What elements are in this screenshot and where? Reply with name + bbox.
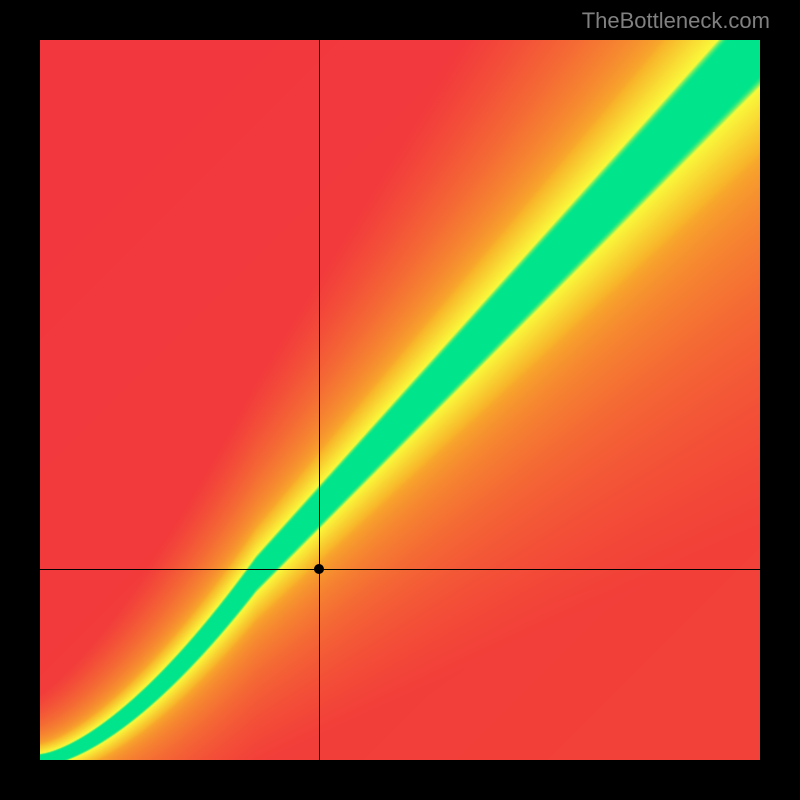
crosshair-marker [314, 564, 324, 574]
crosshair-vertical [319, 40, 320, 760]
crosshair-horizontal [40, 569, 760, 570]
bottleneck-heatmap [40, 40, 760, 760]
watermark-text: TheBottleneck.com [582, 8, 770, 34]
plot-area [40, 40, 760, 760]
